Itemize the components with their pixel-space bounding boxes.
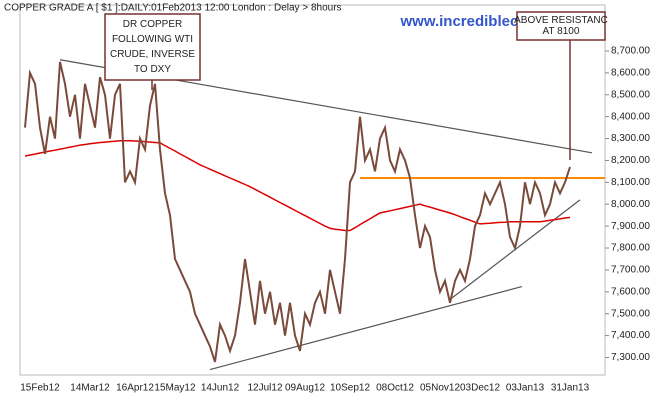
y-tick-label: 8,000.00	[611, 199, 650, 210]
trendline	[209, 285, 523, 371]
x-tick-label: 12Jul12	[247, 383, 282, 394]
x-tick-label: 14Jun12	[201, 383, 240, 394]
x-tick-label: 14Mar12	[70, 383, 110, 394]
y-tick-label: 7,300.00	[611, 352, 650, 363]
y-tick-label: 7,900.00	[611, 221, 650, 232]
annotation-text: TO DXY	[134, 64, 171, 75]
y-tick-label: 7,500.00	[611, 308, 650, 319]
annotation-box	[104, 13, 201, 81]
annotation-box	[516, 11, 606, 41]
y-tick-label: 8,100.00	[611, 177, 650, 188]
annotation-text: FOLLOWING WTI	[112, 34, 193, 45]
x-tick-label: 16Apr12	[116, 383, 154, 394]
x-tick-label: 31Jan13	[551, 383, 590, 394]
series-line	[24, 139, 571, 232]
y-tick-label: 8,700.00	[611, 46, 650, 57]
annotation-text: AT 8100	[543, 26, 580, 37]
y-tick-label: 8,600.00	[611, 68, 650, 79]
y-tick-label: 8,500.00	[611, 89, 650, 100]
annotation-text: ABOVE RESISTANC	[514, 15, 608, 26]
y-tick-label: 7,800.00	[611, 243, 650, 254]
y-tick-label: 7,700.00	[611, 265, 650, 276]
annotation-text: CRUDE, INVERSE	[110, 49, 195, 60]
y-tick-label: 7,600.00	[611, 286, 650, 297]
x-tick-label: 15Feb12	[20, 383, 60, 394]
y-tick-label: 7,400.00	[611, 330, 650, 341]
y-tick-label: 8,300.00	[611, 133, 650, 144]
y-tick-label: 8,200.00	[611, 155, 650, 166]
series-line	[24, 61, 571, 363]
y-tick-label: 8,400.00	[611, 111, 650, 122]
annotation-text: DR COPPER	[123, 19, 182, 30]
x-tick-label: 08Oct12	[376, 383, 414, 394]
x-tick-label: 15May12	[154, 383, 196, 394]
x-tick-label: 09Aug12	[285, 383, 325, 394]
chart-title: COPPER GRADE A [ $1 ]:DAILY:01Feb2013 12…	[4, 3, 342, 14]
x-tick-label: 10Sep12	[330, 383, 370, 394]
x-tick-label: 03Jan13	[506, 383, 545, 394]
x-tick-label: 05Nov12	[420, 383, 460, 394]
x-tick-label: 03Dec12	[460, 383, 500, 394]
